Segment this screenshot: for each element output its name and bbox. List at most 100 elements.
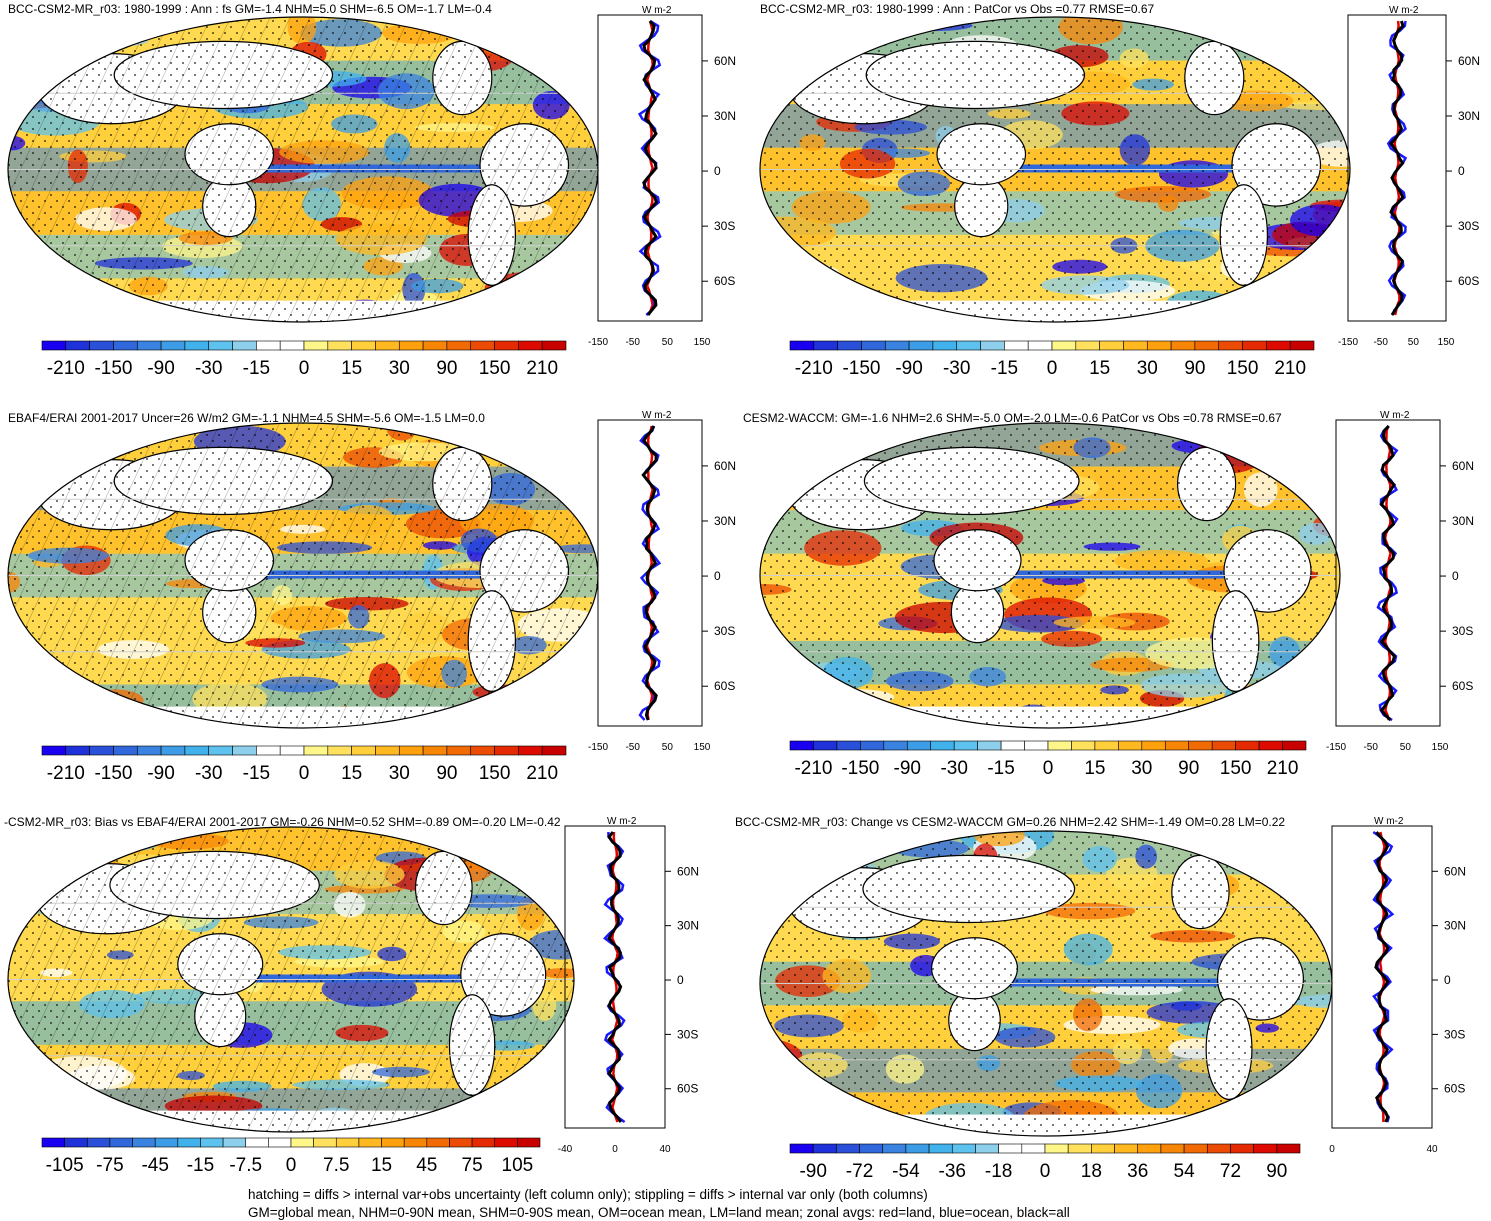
colorbar-swatch (89, 745, 114, 756)
panel-5: -CSM2-MR_r03: Bias vs EBAF4/ERAI 2001-20… (4, 815, 699, 1176)
map-field (8, 17, 598, 322)
colorbar-swatch (951, 1143, 976, 1154)
map-anomaly (1191, 426, 1221, 440)
lat-label: 30S (1452, 624, 1473, 638)
colorbar-swatch (980, 340, 1005, 351)
map-border (7, 826, 575, 1133)
zonal-x-label: -50 (1363, 742, 1378, 753)
colorbar-swatch (1000, 740, 1025, 751)
colorbar-swatch (1206, 1143, 1231, 1154)
map-anomaly (460, 1097, 536, 1112)
lat-label: 60S (714, 274, 735, 288)
colorbar-swatch (208, 745, 233, 756)
map-anomaly (760, 262, 810, 298)
map-anomaly (506, 17, 598, 31)
colorbar-swatch (471, 1137, 496, 1148)
map-anomaly (553, 249, 590, 265)
map-anomaly (1261, 24, 1342, 43)
colorbar: -210 -150 -90 -30 -15 0 15 30 90 150 210 (789, 740, 1307, 779)
colorbar-swatch (1044, 1143, 1069, 1154)
colorbar-swatch (256, 340, 281, 351)
colorbar-swatch (928, 1143, 953, 1154)
map-field (760, 17, 1350, 322)
colorbar-swatch (789, 340, 815, 351)
colorbar-swatch (160, 745, 186, 756)
lat-label: 60N (677, 864, 699, 878)
colorbar-swatch (1218, 340, 1243, 351)
map-anomaly (1295, 841, 1332, 874)
map-anomaly (520, 713, 598, 728)
colorbar-swatch (398, 340, 424, 351)
lat-label: 60S (677, 1082, 698, 1096)
colorbar-swatch (426, 1137, 450, 1148)
zonal-frame (1347, 14, 1447, 322)
lat-label: 60S (1452, 679, 1473, 693)
colorbar-swatch (1183, 1143, 1208, 1154)
colorbar-label: -72 (846, 1161, 873, 1182)
map-anomaly (27, 283, 112, 310)
colorbar-label: -210 (795, 358, 833, 379)
colorbar: -105 -75 -45 -15 -7.5 0 7.5 15 45 75 105 (41, 1137, 541, 1176)
colorbar-swatch (132, 1137, 156, 1148)
colorbar-swatch (1051, 340, 1077, 351)
map-anomaly (14, 1119, 90, 1132)
colorbar-swatch (470, 340, 495, 351)
colorbar-label: -15 (187, 1155, 214, 1176)
colorbar-swatch (184, 340, 210, 351)
colorbar-label: 18 (1081, 1161, 1102, 1182)
colorbar-swatch (1021, 1143, 1046, 1154)
zonal-x-label: -50 (1373, 337, 1388, 348)
map-border (759, 422, 1341, 729)
colorbar-label: -90 (894, 758, 921, 779)
colorbar-swatch (1094, 740, 1119, 751)
colorbar-swatch (1027, 340, 1053, 351)
map-field (760, 423, 1340, 728)
colorbar-swatch (154, 1137, 179, 1148)
colorbar-swatch (1170, 340, 1196, 351)
colorbar-swatch (1071, 740, 1096, 751)
colorbar-label: 210 (1267, 758, 1299, 779)
colorbar-swatch (1188, 740, 1213, 751)
colorbar-swatch (290, 1137, 314, 1148)
map-anomaly (484, 845, 567, 870)
colorbar: -210 -150 -90 -30 -15 0 15 30 90 150 210 (41, 745, 567, 784)
colorbar-swatch (303, 340, 329, 351)
colorbar-swatch (1266, 340, 1291, 351)
colorbar-swatch (953, 740, 978, 751)
colorbar-label: -15 (987, 758, 1014, 779)
colorbar-swatch (905, 1143, 930, 1154)
map-anomaly (504, 23, 547, 47)
colorbar-label: -30 (195, 763, 222, 784)
panel-title: EBAF4/ERAI 2001-2017 Uncer=26 W/m2 GM=-1… (8, 411, 485, 425)
colorbar-swatch (494, 340, 519, 351)
zonal-x-label: 40 (659, 1144, 671, 1155)
colorbar-swatch (232, 340, 257, 351)
zonal-units: W m-2 (1389, 5, 1419, 16)
zonal-panel: W m-2 60N 30N 0 30S 60S -150 -50 50 150 (588, 5, 736, 348)
colorbar-swatch (256, 745, 281, 756)
colorbar-label: 0 (1047, 358, 1058, 379)
zonal-x-label: -150 (1326, 742, 1346, 753)
zonal-x-label: 0 (1329, 1144, 1335, 1155)
colorbar: -210 -150 -90 -30 -15 0 15 30 90 150 210 (41, 340, 567, 379)
colorbar-swatch (1230, 1143, 1254, 1154)
colorbar-label: 0 (299, 763, 310, 784)
zonal-units: W m-2 (642, 410, 672, 421)
colorbar-label: -36 (939, 1161, 966, 1182)
map-anomaly (760, 309, 812, 322)
colorbar-label: -15 (991, 358, 1018, 379)
colorbar-swatch (1164, 740, 1190, 751)
zonal-panel: W m-2 60N 30N 0 30S 60S -150 -50 50 150 (1326, 410, 1474, 753)
map-anomaly (760, 831, 804, 859)
colorbar-label: 30 (389, 763, 410, 784)
zonal-units: W m-2 (1380, 410, 1410, 421)
colorbar-swatch (1123, 340, 1148, 351)
zonal-x-label: -50 (625, 337, 640, 348)
colorbar-swatch (470, 745, 495, 756)
panel-title: BCC-CSM2-MR_r03: 1980-1999 : Ann : PatCo… (760, 2, 1155, 16)
colorbar-swatch (837, 340, 862, 351)
zonal-frame (564, 825, 666, 1129)
colorbar-label: -150 (94, 358, 132, 379)
colorbar-label: -15 (243, 358, 270, 379)
zonal-frame (1331, 825, 1433, 1129)
